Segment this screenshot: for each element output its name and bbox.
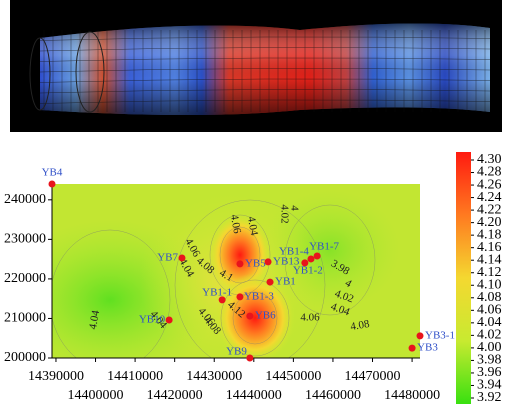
data-point (49, 181, 56, 188)
data-point (246, 355, 253, 362)
y-tick-label: 220000 (4, 271, 46, 286)
y-tick-label: 210000 (4, 311, 46, 326)
x-tick-label: 14430000 (186, 369, 242, 384)
point-label: YB1-1 (202, 286, 232, 298)
point-label: YB1-3 (244, 290, 274, 302)
point-label: YB1-7 (309, 241, 339, 253)
data-point (409, 345, 416, 352)
x-tick-label: 14420000 (147, 388, 203, 403)
colorbar-tick-label: 3.92 (477, 390, 502, 405)
x-tick-label: 14400000 (68, 388, 124, 403)
data-point (236, 293, 243, 300)
point-label: YB1 (275, 276, 296, 288)
cylinder-render (10, 0, 502, 132)
data-point (265, 258, 272, 265)
point-label: YB3 (417, 342, 438, 354)
contour-field (0, 184, 420, 380)
point-label: YB1-2 (293, 264, 323, 276)
data-point (314, 252, 321, 259)
page: {"chart_data": { "type": "scatter", "x":… (0, 0, 523, 405)
x-tick-label: 14470000 (345, 369, 401, 384)
point-label: YB10 (139, 314, 166, 326)
x-tick-label: 14480000 (384, 388, 440, 403)
data-point (178, 254, 185, 261)
point-label: YB4 (42, 167, 63, 179)
data-point (166, 317, 173, 324)
x-tick-label: 14460000 (305, 388, 361, 403)
point-label: YB5 (245, 257, 266, 269)
figure: 200000 210000 220000 230000 240000 14390000 14… (0, 0, 523, 405)
data-point (267, 279, 274, 286)
x-tick-label: 14390000 (28, 369, 84, 384)
data-point (246, 313, 253, 320)
contour-label: 4.06 (300, 312, 320, 324)
colorbar (456, 152, 471, 404)
contour-label: 4 (288, 205, 300, 211)
x-tick-label: 14450000 (265, 369, 321, 384)
y-tick-label: 200000 (4, 350, 46, 365)
y-tick-label: 230000 (4, 232, 46, 247)
point-label: YB1-4 (279, 245, 309, 257)
x-tick-label: 14410000 (107, 369, 163, 384)
point-label: YB6 (255, 310, 276, 322)
x-tick-label: 14440000 (226, 388, 282, 403)
point-label: YB9 (226, 346, 247, 358)
data-point (417, 332, 424, 339)
y-tick-label: 240000 (4, 192, 46, 207)
point-label: YB7 (157, 251, 178, 263)
data-point (236, 260, 243, 267)
point-label: YB3-1 (425, 329, 455, 341)
